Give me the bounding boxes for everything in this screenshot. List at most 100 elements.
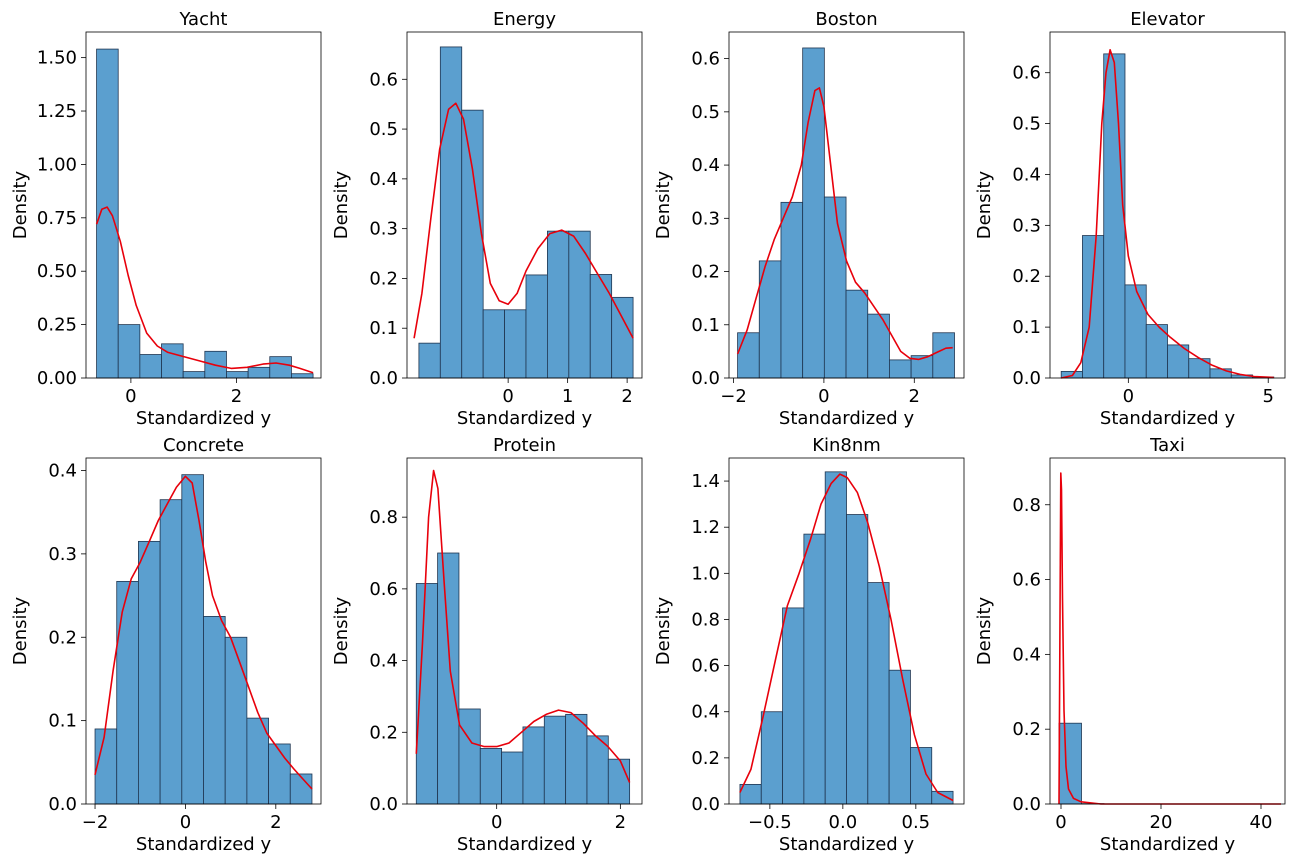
histogram-bar xyxy=(889,359,912,379)
y-tick-label: 0.5 xyxy=(1012,114,1041,135)
y-tick-label: 1.2 xyxy=(691,517,720,538)
x-tick-label: 2 xyxy=(621,386,632,407)
x-axis-label: Standardized y xyxy=(779,834,915,855)
y-tick-label: 0.4 xyxy=(48,461,77,482)
y-tick-label: 0.6 xyxy=(1012,570,1041,591)
histogram-bar xyxy=(224,636,248,805)
y-tick-label: 0.5 xyxy=(369,119,398,140)
x-axis-label: Standardized y xyxy=(779,408,915,429)
x-tick-label: 0 xyxy=(818,386,829,407)
y-tick-label: 0.0 xyxy=(691,368,720,389)
axes-frame xyxy=(728,457,965,805)
y-tick-label: 0.4 xyxy=(369,651,398,672)
y-tick-label: 0.3 xyxy=(691,208,720,229)
chart-title: Taxi xyxy=(1149,435,1185,456)
x-tick-label: 0 xyxy=(1123,386,1134,407)
chart-panel-protein: 0.0 0.2 0.4 0.6 0.8 0 2 Protein Standardized y De… xyxy=(331,435,643,855)
y-tick-label: 0.0 xyxy=(1012,368,1041,389)
histogram-bar xyxy=(161,343,184,379)
histogram-bar xyxy=(1103,53,1126,379)
y-tick-label: 0.4 xyxy=(691,155,720,176)
y-tick-label: 0.0 xyxy=(691,794,720,815)
histogram-bar xyxy=(247,366,271,379)
y-tick-label: 1.00 xyxy=(37,154,77,175)
histogram-bar xyxy=(782,607,805,805)
axes-frame xyxy=(1049,457,1286,805)
y-tick-label: 0.2 xyxy=(369,268,398,289)
histogram-bar xyxy=(94,728,118,805)
y-axis-label: Density xyxy=(10,596,31,665)
histogram-bar xyxy=(461,109,484,379)
histogram-bar xyxy=(159,499,183,805)
y-tick-label: 0.0 xyxy=(1012,794,1041,815)
y-tick-label: 0.5 xyxy=(691,102,720,123)
y-axis-label: Density xyxy=(653,596,674,665)
histogram-bar xyxy=(547,230,570,379)
kde-line xyxy=(736,87,953,361)
chart-panel-elevator: 0.0 0.1 0.2 0.3 0.4 0.5 0.6 0 5 Elevator Standardi… xyxy=(974,9,1286,429)
x-axis-label: Standardized y xyxy=(457,408,593,429)
histogram-bar xyxy=(611,296,634,379)
y-tick-label: 0.8 xyxy=(1012,495,1041,516)
histogram-bar xyxy=(437,552,460,805)
histogram-bar xyxy=(888,669,911,805)
axes-frame xyxy=(406,31,643,379)
histogram-bar xyxy=(589,274,613,379)
histogram-bar xyxy=(780,201,804,379)
chart-panel-kin8nm: 0.0 0.2 0.4 0.6 0.8 1.0 1.2 1.4 −0.5 0.0 0.5 Kin8nm… xyxy=(653,435,965,855)
x-tick-label: 0 xyxy=(491,812,502,833)
y-tick-label: 0.0 xyxy=(369,794,398,815)
chart-title: Protein xyxy=(493,435,556,456)
chart-title: Concrete xyxy=(163,435,244,456)
y-tick-label: 0.2 xyxy=(1012,719,1041,740)
histogram-bar xyxy=(568,230,591,379)
histogram-bar xyxy=(289,773,313,805)
histogram-bar xyxy=(418,342,441,379)
y-axis-label: Density xyxy=(10,170,31,239)
x-tick-label: 0 xyxy=(502,386,513,407)
histogram-bar xyxy=(439,46,463,379)
kde-line xyxy=(95,206,314,374)
x-tick-label: 40 xyxy=(1250,812,1273,833)
histogram-bar xyxy=(458,708,481,805)
y-tick-label: 0.4 xyxy=(691,702,720,723)
y-tick-label: 0.6 xyxy=(691,49,720,70)
y-axis-label: Density xyxy=(974,170,995,239)
chart-panel-concrete: 0.0 0.1 0.2 0.3 0.4 −2 0 2 Concrete Standardized … xyxy=(10,435,322,855)
y-tick-label: 0.6 xyxy=(1012,63,1041,84)
x-tick-label: 2 xyxy=(270,812,281,833)
x-tick-label: 0.0 xyxy=(829,812,858,833)
kde-line xyxy=(415,469,631,783)
histogram-bar xyxy=(139,354,162,379)
y-tick-label: 1.0 xyxy=(691,563,720,584)
kde-line xyxy=(413,102,634,339)
y-tick-label: 0.00 xyxy=(37,368,77,389)
y-axis-label: Density xyxy=(653,170,674,239)
kde-line xyxy=(1061,48,1274,379)
x-tick-label: −0.5 xyxy=(748,812,792,833)
histogram-bar xyxy=(823,196,847,379)
y-tick-label: 0.3 xyxy=(369,219,398,240)
kde-line xyxy=(1058,472,1281,805)
histogram-bar xyxy=(226,371,249,379)
y-tick-label: 0.4 xyxy=(1012,164,1041,185)
x-tick-label: 2 xyxy=(909,386,920,407)
chart-title: Boston xyxy=(815,9,877,30)
axes-frame xyxy=(1049,31,1286,379)
histogram-bar xyxy=(291,373,314,379)
y-tick-label: 1.4 xyxy=(691,471,720,492)
y-axis-label: Density xyxy=(331,170,352,239)
x-tick-label: 1 xyxy=(562,386,573,407)
x-tick-label: −2 xyxy=(82,812,109,833)
x-axis-label: Standardized y xyxy=(136,408,272,429)
histogram-bar xyxy=(932,332,955,379)
chart-panel-yacht: 0.00 0.25 0.50 0.75 1.00 1.25 1.50 0 2 Yacht Stand… xyxy=(10,9,322,429)
histogram-bar xyxy=(845,289,869,379)
histogram-bar xyxy=(931,790,954,805)
histogram-bar xyxy=(824,471,847,805)
histogram-bar xyxy=(1082,235,1105,379)
histogram-bar xyxy=(501,751,524,805)
histogram-bar xyxy=(846,514,869,805)
histogram-bar xyxy=(1124,284,1147,379)
